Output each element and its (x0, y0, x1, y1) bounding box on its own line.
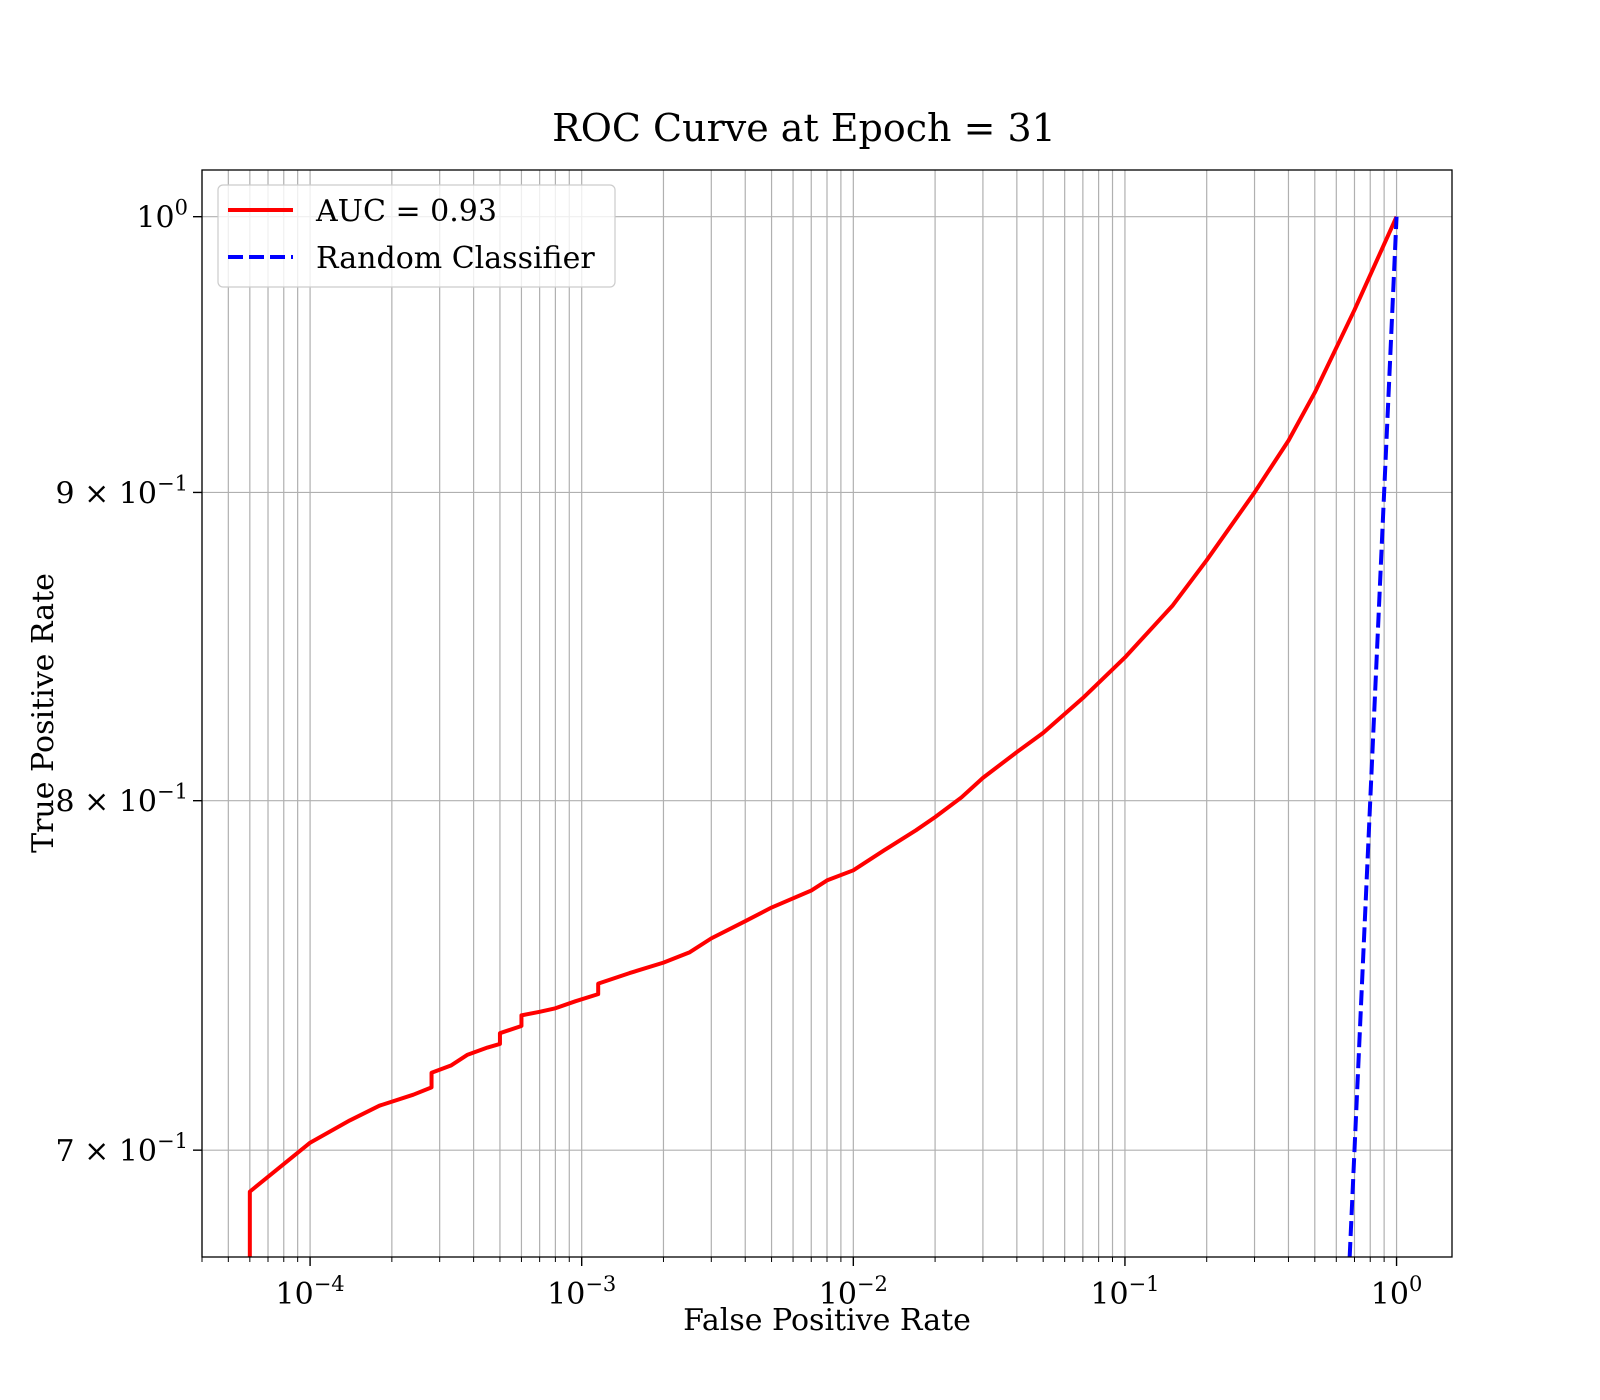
grid (201, 170, 1452, 1257)
legend-box (217, 184, 616, 288)
x-axis-label: False Positive Rate (683, 1303, 971, 1338)
x-tick-label: 100 (1371, 1272, 1423, 1312)
chart-title: ROC Curve at Epoch = 31 (552, 106, 1056, 150)
y-tick-label: 7 × 10−1 (56, 1129, 188, 1169)
roc-curve-line (247, 215, 1399, 1257)
legend-label-random: Random Classifier (316, 241, 595, 276)
y-tick-label: 8 × 10−1 (56, 780, 188, 820)
series-group (247, 215, 1399, 1257)
y-tick-label: 9 × 10−1 (56, 471, 188, 511)
legend: AUC = 0.93 Random Classifier (217, 184, 616, 288)
x-tick-label: 10−4 (276, 1272, 345, 1312)
plot-series (247, 215, 1399, 1257)
x-tick-label: 10−1 (1090, 1272, 1159, 1312)
random-classifier-line (1347, 216, 1399, 1257)
axis-ticks: 10−4 10−3 10−2 10−1 100 100 9 × 10−1 8 × 10−1 7 … (56, 196, 1423, 1312)
x-tick-label: 10−2 (819, 1272, 888, 1312)
y-axis-label: True Positive Rate (26, 573, 61, 853)
legend-label-auc: AUC = 0.93 (315, 194, 497, 229)
y-tick-label: 100 (136, 196, 188, 236)
x-tick-label: 10−3 (547, 1272, 616, 1312)
